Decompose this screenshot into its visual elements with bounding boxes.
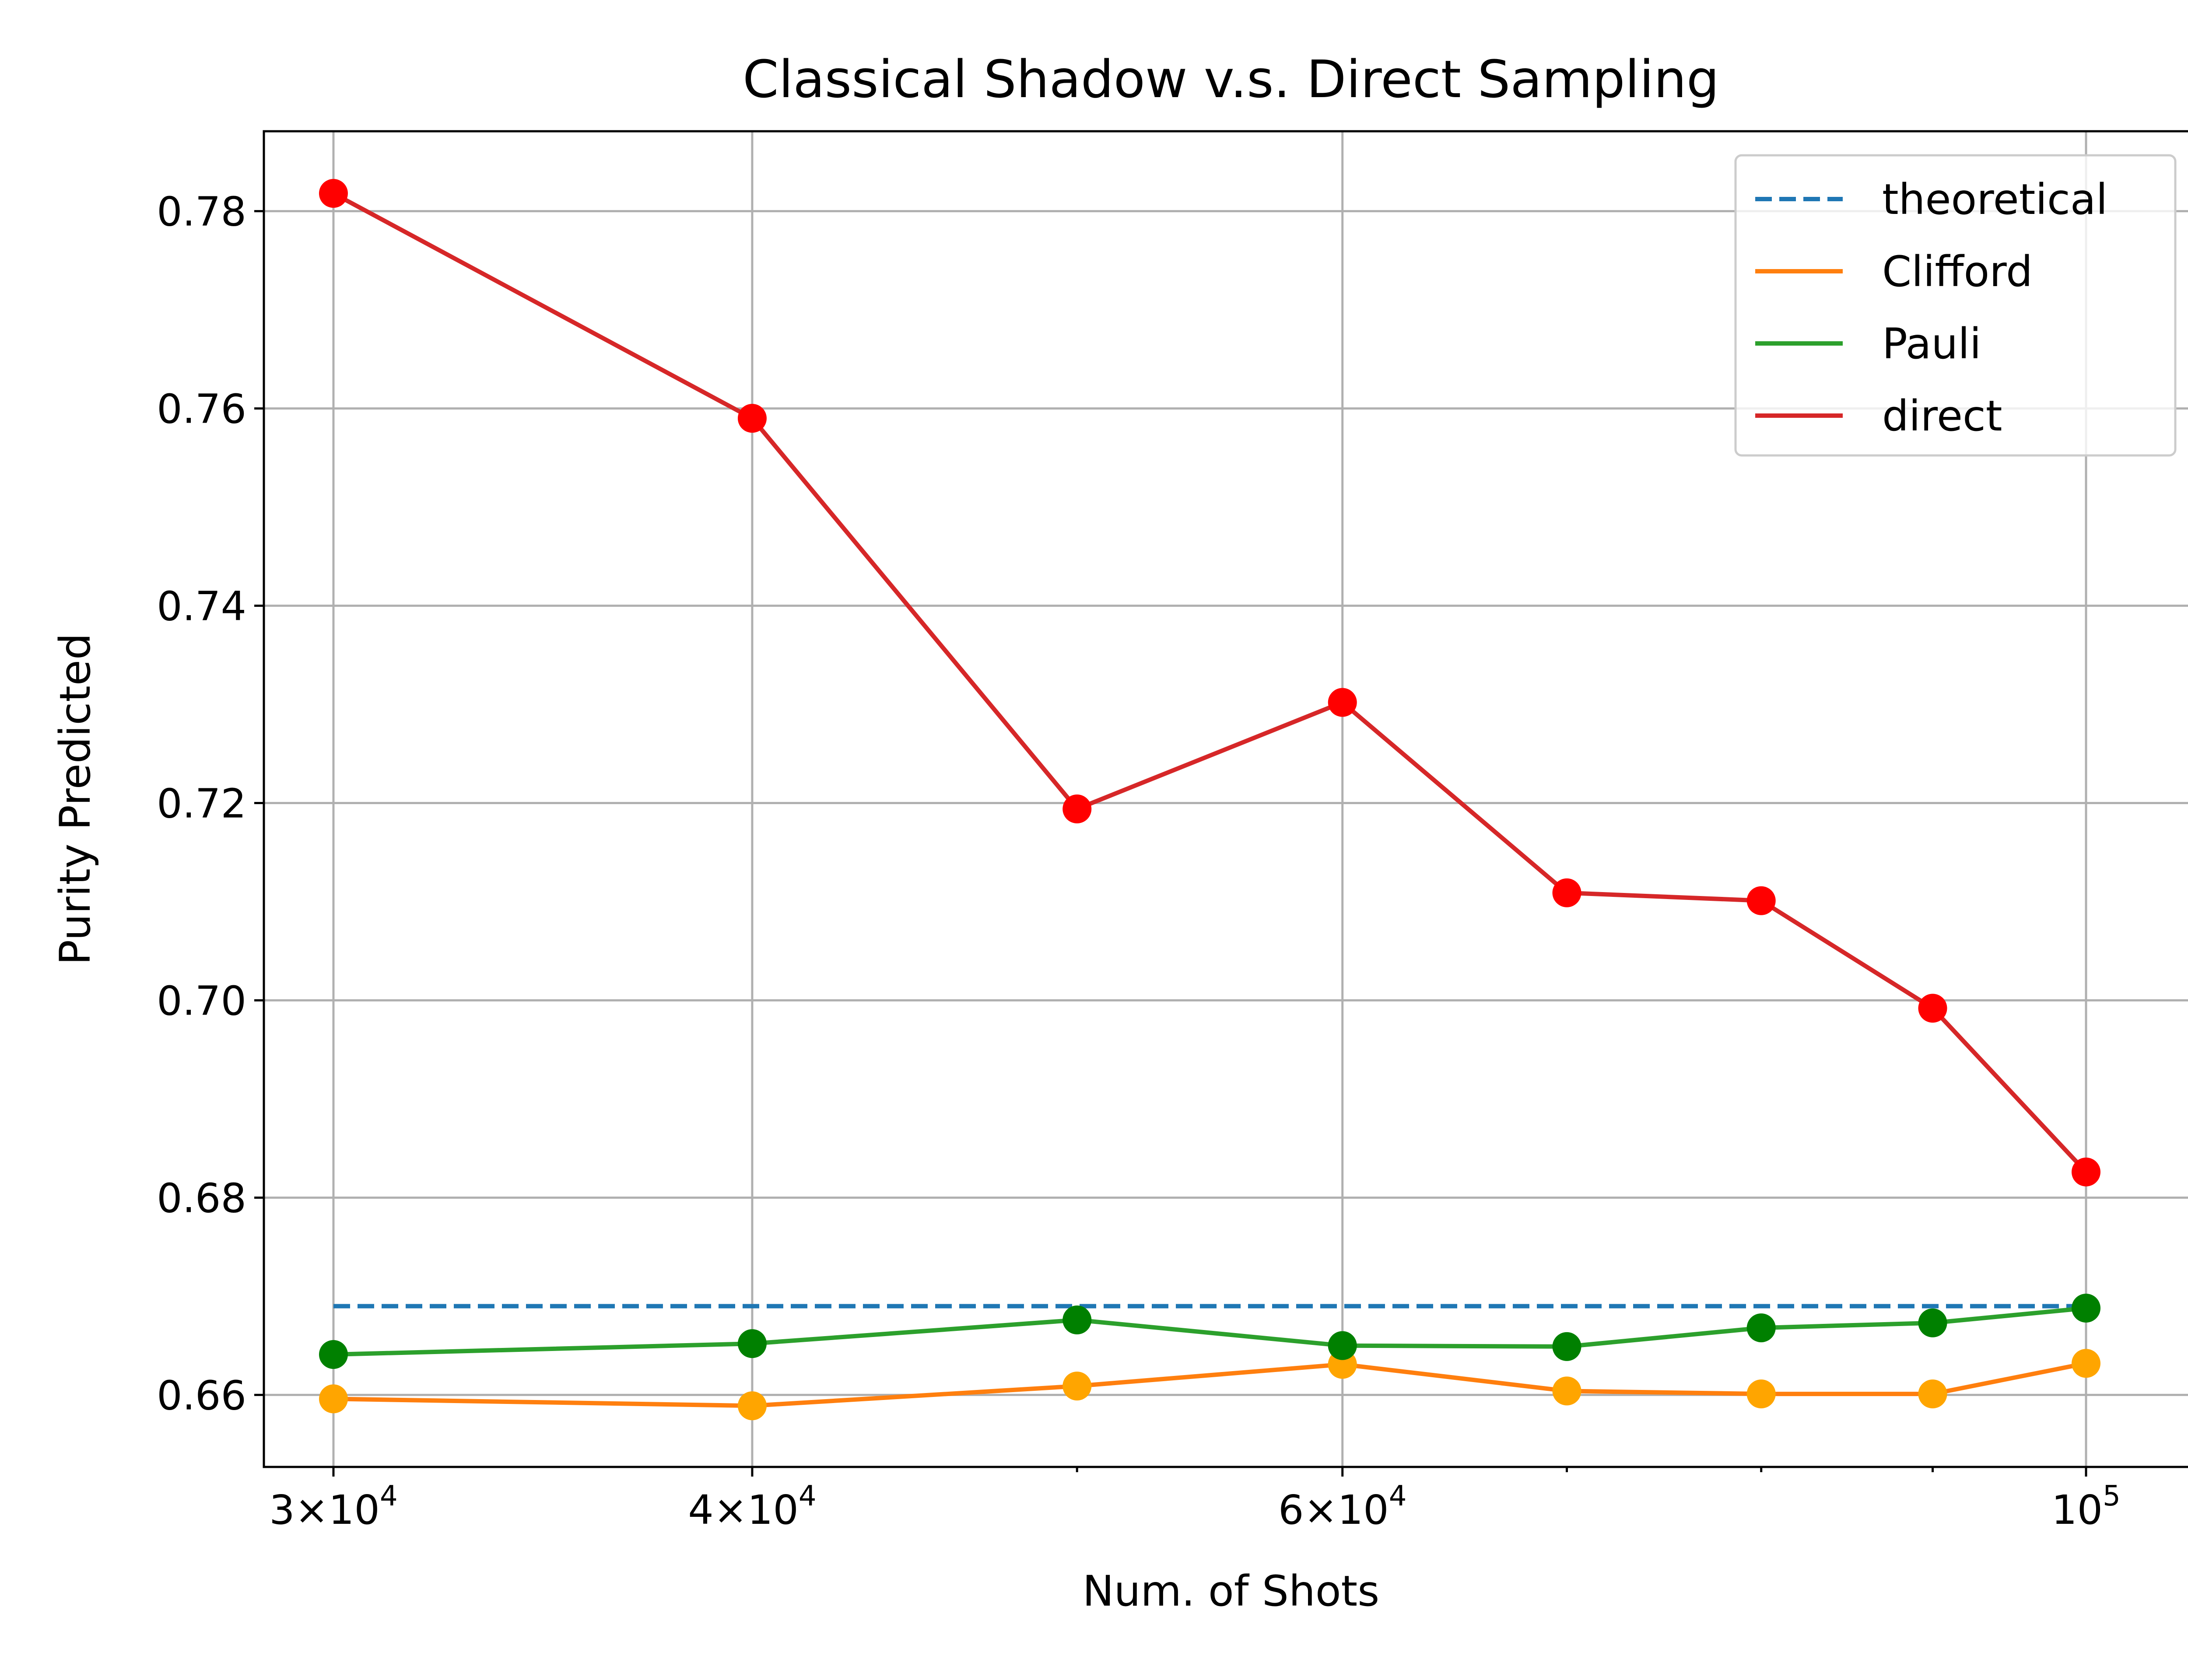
data-point-clifford (319, 1384, 348, 1414)
legend: theoretical Clifford Pauli direct (1734, 154, 2177, 457)
data-point-pauli (319, 1340, 348, 1369)
chart-title: Classical Shadow v.s. Direct Sampling (743, 49, 1719, 109)
ticks: 0.66 0.68 0.70 0.72 0.74 0.76 0.78 3×104 4×104 6×… (157, 189, 2121, 1533)
y-tick-label: 0.72 (157, 780, 246, 827)
x-tick-label: 3×104 (269, 1480, 397, 1533)
data-point-clifford (1746, 1379, 1776, 1409)
data-point-direct (1746, 886, 1776, 915)
x-tick-label: 105 (2051, 1480, 2121, 1533)
y-tick-label: 0.78 (157, 189, 246, 235)
legend-label-clifford: Clifford (1882, 247, 2033, 296)
data-point-direct (1552, 878, 1581, 907)
data-point-clifford (1552, 1376, 1581, 1406)
data-point-pauli (737, 1329, 767, 1358)
data-point-clifford (2071, 1349, 2100, 1378)
data-point-pauli (1328, 1331, 1357, 1360)
y-tick-label: 0.70 (157, 977, 246, 1024)
x-tick-label: 4×104 (688, 1480, 816, 1533)
data-point-pauli (1062, 1306, 1092, 1335)
data-point-direct (1918, 994, 1947, 1023)
y-tick-label: 0.74 (157, 583, 246, 630)
y-tick-label: 0.76 (157, 386, 246, 433)
data-point-direct (319, 179, 348, 208)
y-tick-label: 0.68 (157, 1175, 246, 1222)
data-point-direct (737, 404, 767, 433)
plot-frame (263, 130, 2188, 1468)
x-axis-label: Num. of Shots (1083, 1567, 1379, 1616)
grid (264, 131, 2188, 1467)
data-point-pauli (1552, 1332, 1581, 1361)
data-point-pauli (1918, 1308, 1947, 1337)
data-point-clifford (737, 1391, 767, 1421)
data-point-pauli (2071, 1293, 2100, 1323)
y-tick-label: 0.66 (157, 1372, 246, 1419)
series-line-pauli (333, 1306, 2086, 1357)
x-tick-label: 6×104 (1278, 1480, 1406, 1533)
series-line-clifford (333, 1361, 2086, 1408)
legend-box (1734, 154, 2177, 457)
data-point-pauli (1746, 1313, 1776, 1343)
data-point-clifford (1918, 1379, 1947, 1409)
data-point-direct (2071, 1157, 2100, 1186)
legend-label-theoretical: theoretical (1882, 175, 2107, 224)
series-layer (319, 179, 2100, 1421)
y-axis-label: Purity Predicted (51, 633, 100, 965)
data-point-direct (1328, 688, 1357, 717)
legend-label-pauli: Pauli (1882, 319, 1981, 368)
data-point-direct (1062, 794, 1092, 824)
legend-label-direct: direct (1882, 392, 2002, 441)
series-line-direct (332, 191, 2088, 1174)
data-point-clifford (1062, 1372, 1092, 1401)
